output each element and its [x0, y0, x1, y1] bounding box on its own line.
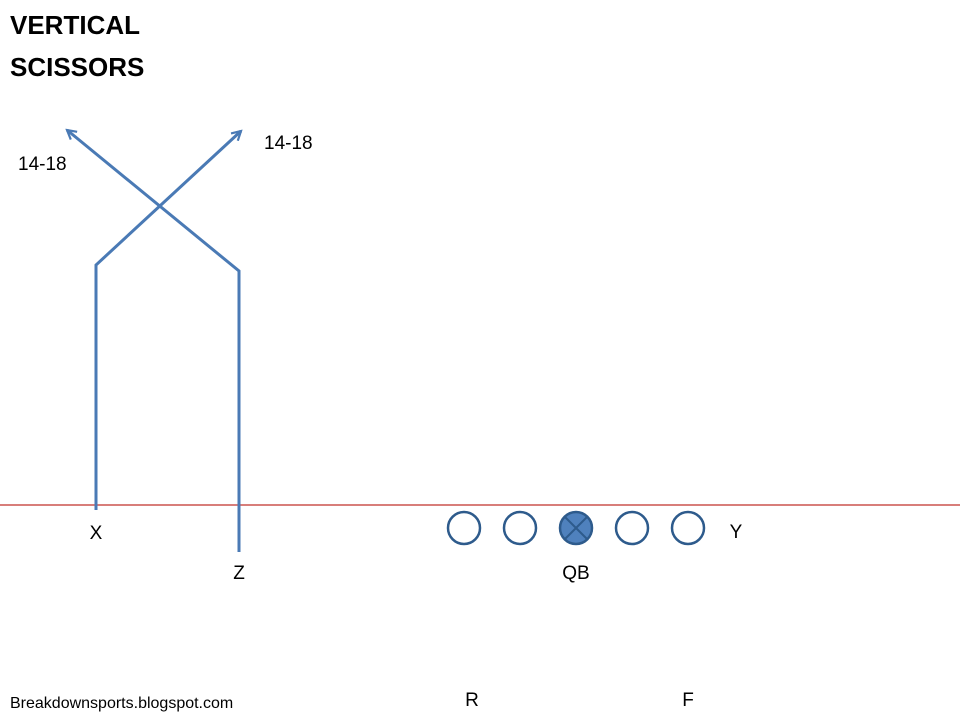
player-label: Z: [233, 563, 245, 584]
title-line: SCISSORS: [10, 52, 144, 82]
center: [558, 510, 594, 546]
player-label: R: [465, 690, 479, 711]
route-label: 14-18: [18, 154, 67, 175]
player-label: Y: [730, 522, 743, 543]
route-label: 14-18: [264, 133, 313, 154]
route-x: [94, 131, 241, 510]
player-label: F: [682, 690, 694, 711]
route-z: [67, 130, 241, 552]
lineman: [502, 510, 538, 546]
player-label: X: [90, 523, 103, 544]
lineman: [670, 510, 706, 546]
lineman: [614, 510, 650, 546]
lineman: [446, 510, 482, 546]
title-line: VERTICAL: [10, 10, 140, 40]
player-label: QB: [562, 563, 589, 584]
footer: Breakdownsports.blogspot.com: [10, 695, 233, 712]
